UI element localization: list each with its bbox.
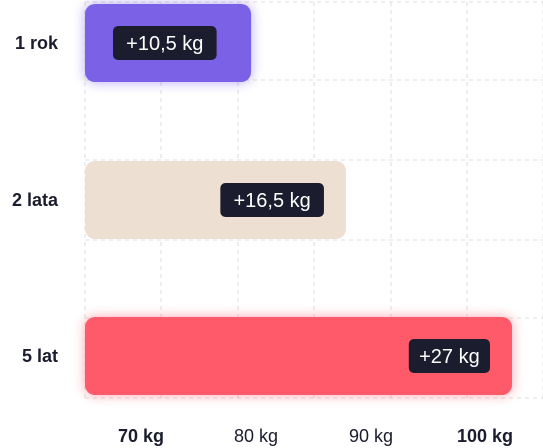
- value-label: +27 kg: [419, 346, 480, 368]
- category-label: 2 lata: [12, 190, 59, 210]
- x-tick-label: 90 kg: [349, 426, 393, 446]
- x-axis-ticks: 70 kg 80 kg 90 kg 100 kg: [118, 426, 513, 446]
- bar-2: [85, 161, 346, 239]
- x-tick-label: 70 kg: [118, 426, 164, 446]
- category-label: 5 lat: [22, 346, 58, 366]
- category-label: 1 rok: [15, 33, 59, 53]
- value-label-pill: [113, 26, 217, 60]
- value-label: +16,5 kg: [233, 190, 310, 212]
- bar-3: [85, 317, 512, 395]
- value-label-pill: [408, 339, 490, 373]
- value-label: +10,5 kg: [126, 33, 203, 55]
- value-label-pill: [220, 183, 324, 217]
- x-tick-label: 80 kg: [234, 426, 278, 446]
- bars: +10,5 kg +16,5 kg +27 kg: [85, 4, 512, 395]
- x-tick-label: 100 kg: [457, 426, 513, 446]
- category-labels: 1 rok 2 lata 5 lat: [12, 33, 59, 366]
